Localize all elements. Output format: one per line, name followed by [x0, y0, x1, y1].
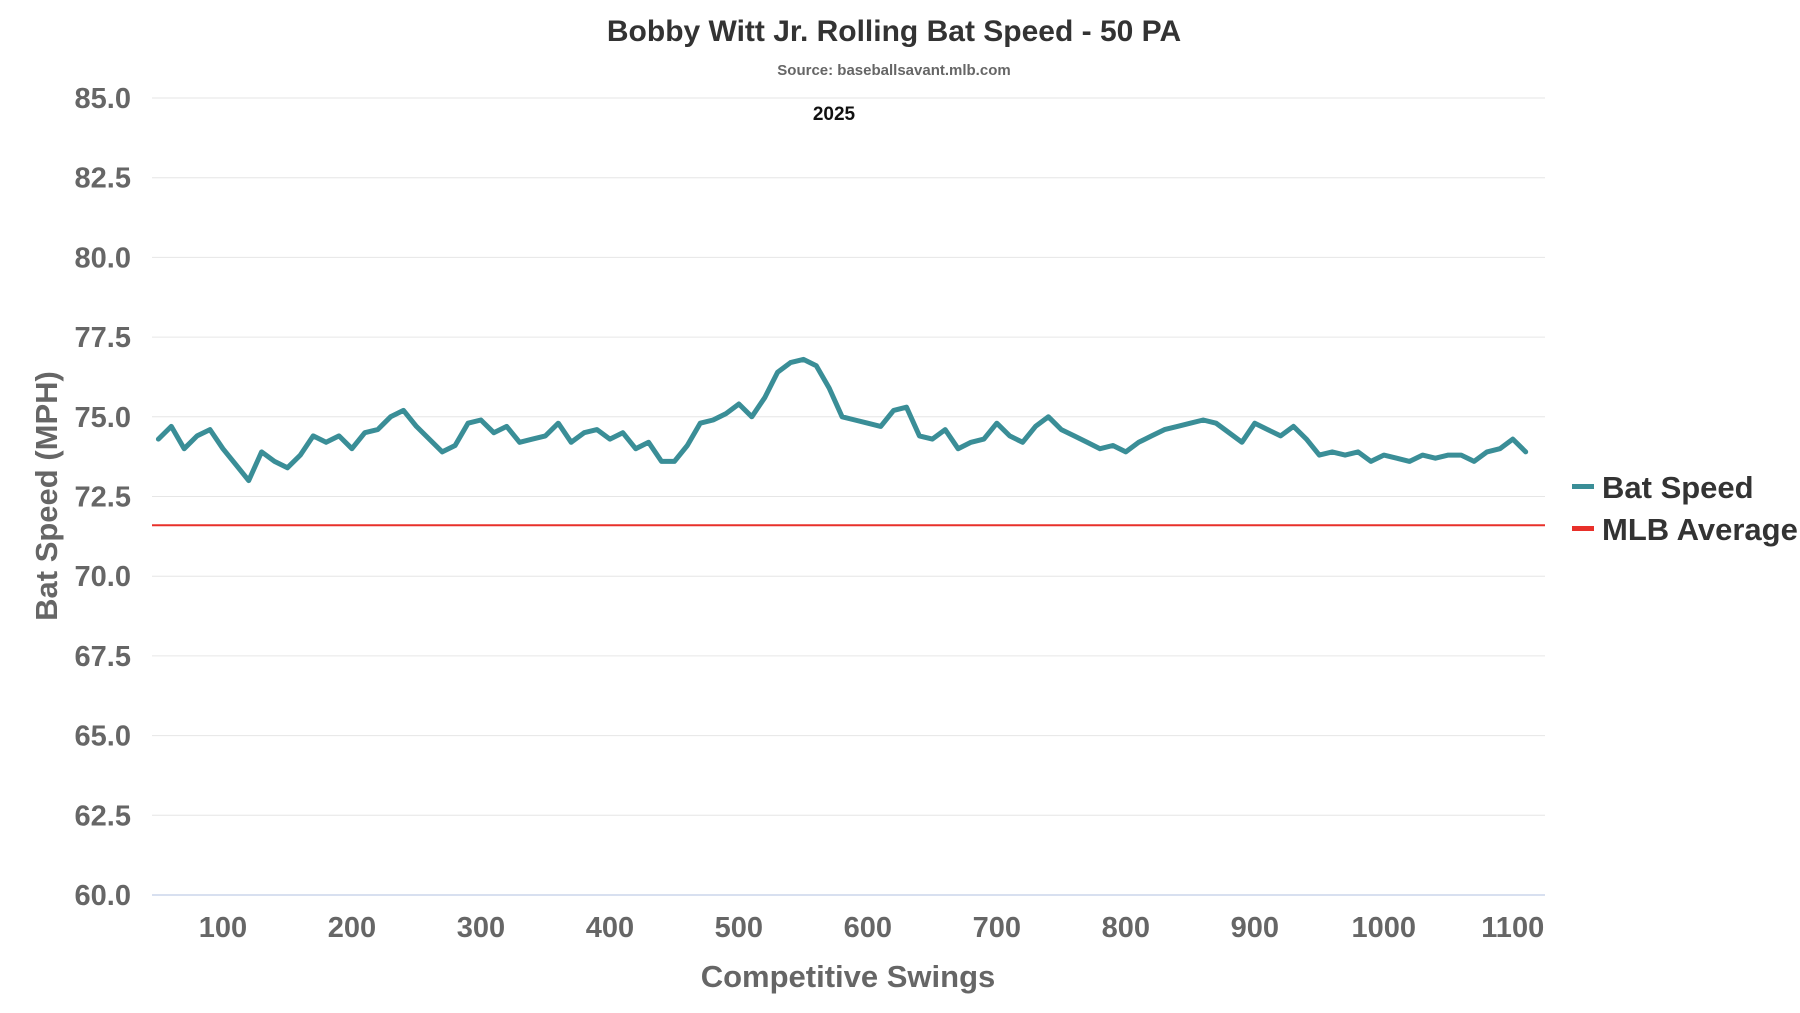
x-axis-ticks: 100 200 300 400 500 600 700 800 900 1000 1100 — [199, 912, 1544, 944]
x-tick-label: 400 — [586, 912, 634, 944]
bat-speed-series-line — [155, 356, 1529, 484]
x-tick-label: 900 — [1231, 912, 1279, 944]
x-axis-label: Competitive Swings — [701, 959, 996, 994]
legend-label-mlb-average: MLB Average — [1602, 512, 1798, 547]
y-tick-label: 72.5 — [75, 482, 131, 514]
x-tick-label: 300 — [457, 912, 505, 944]
legend-label-bat-speed: Bat Speed — [1602, 470, 1754, 505]
y-tick-label: 67.5 — [75, 641, 131, 673]
y-axis-ticks: 60.0 62.5 65.0 67.5 70.0 72.5 75.0 77.5 80.0 82.5… — [75, 83, 131, 912]
x-tick-label: 1000 — [1352, 912, 1417, 944]
chart-subtitle: Source: baseballsavant.mlb.com — [777, 62, 1010, 79]
y-tick-label: 70.0 — [75, 561, 131, 593]
y-tick-label: 62.5 — [75, 800, 131, 832]
legend-swatch-bat-speed — [1572, 484, 1594, 489]
y-tick-label: 60.0 — [75, 880, 131, 912]
gridlines — [152, 97, 1545, 816]
legend-swatch-mlb-average — [1572, 526, 1594, 531]
x-tick-label: 600 — [844, 912, 892, 944]
y-tick-label: 75.0 — [75, 402, 131, 434]
x-tick-label: 200 — [328, 912, 376, 944]
legend[interactable]: Bat Speed MLB Average — [1572, 470, 1798, 547]
y-tick-label: 80.0 — [75, 242, 131, 274]
chart-title: Bobby Witt Jr. Rolling Bat Speed - 50 PA — [607, 15, 1181, 48]
x-tick-label: 500 — [715, 912, 763, 944]
y-axis-label: Bat Speed (MPH) — [29, 371, 64, 621]
year-annotation: 2025 — [813, 104, 856, 125]
x-tick-label: 100 — [199, 912, 247, 944]
x-tick-label: 700 — [973, 912, 1021, 944]
y-tick-label: 77.5 — [75, 322, 131, 354]
legend-item-mlb-average[interactable]: MLB Average — [1572, 512, 1798, 547]
y-tick-label: 85.0 — [75, 83, 131, 115]
x-tick-label: 800 — [1102, 912, 1150, 944]
x-tick-label: 1100 — [1481, 912, 1544, 944]
legend-item-bat-speed[interactable]: Bat Speed — [1572, 470, 1754, 505]
y-tick-label: 82.5 — [75, 163, 131, 195]
y-tick-label: 65.0 — [75, 721, 131, 753]
